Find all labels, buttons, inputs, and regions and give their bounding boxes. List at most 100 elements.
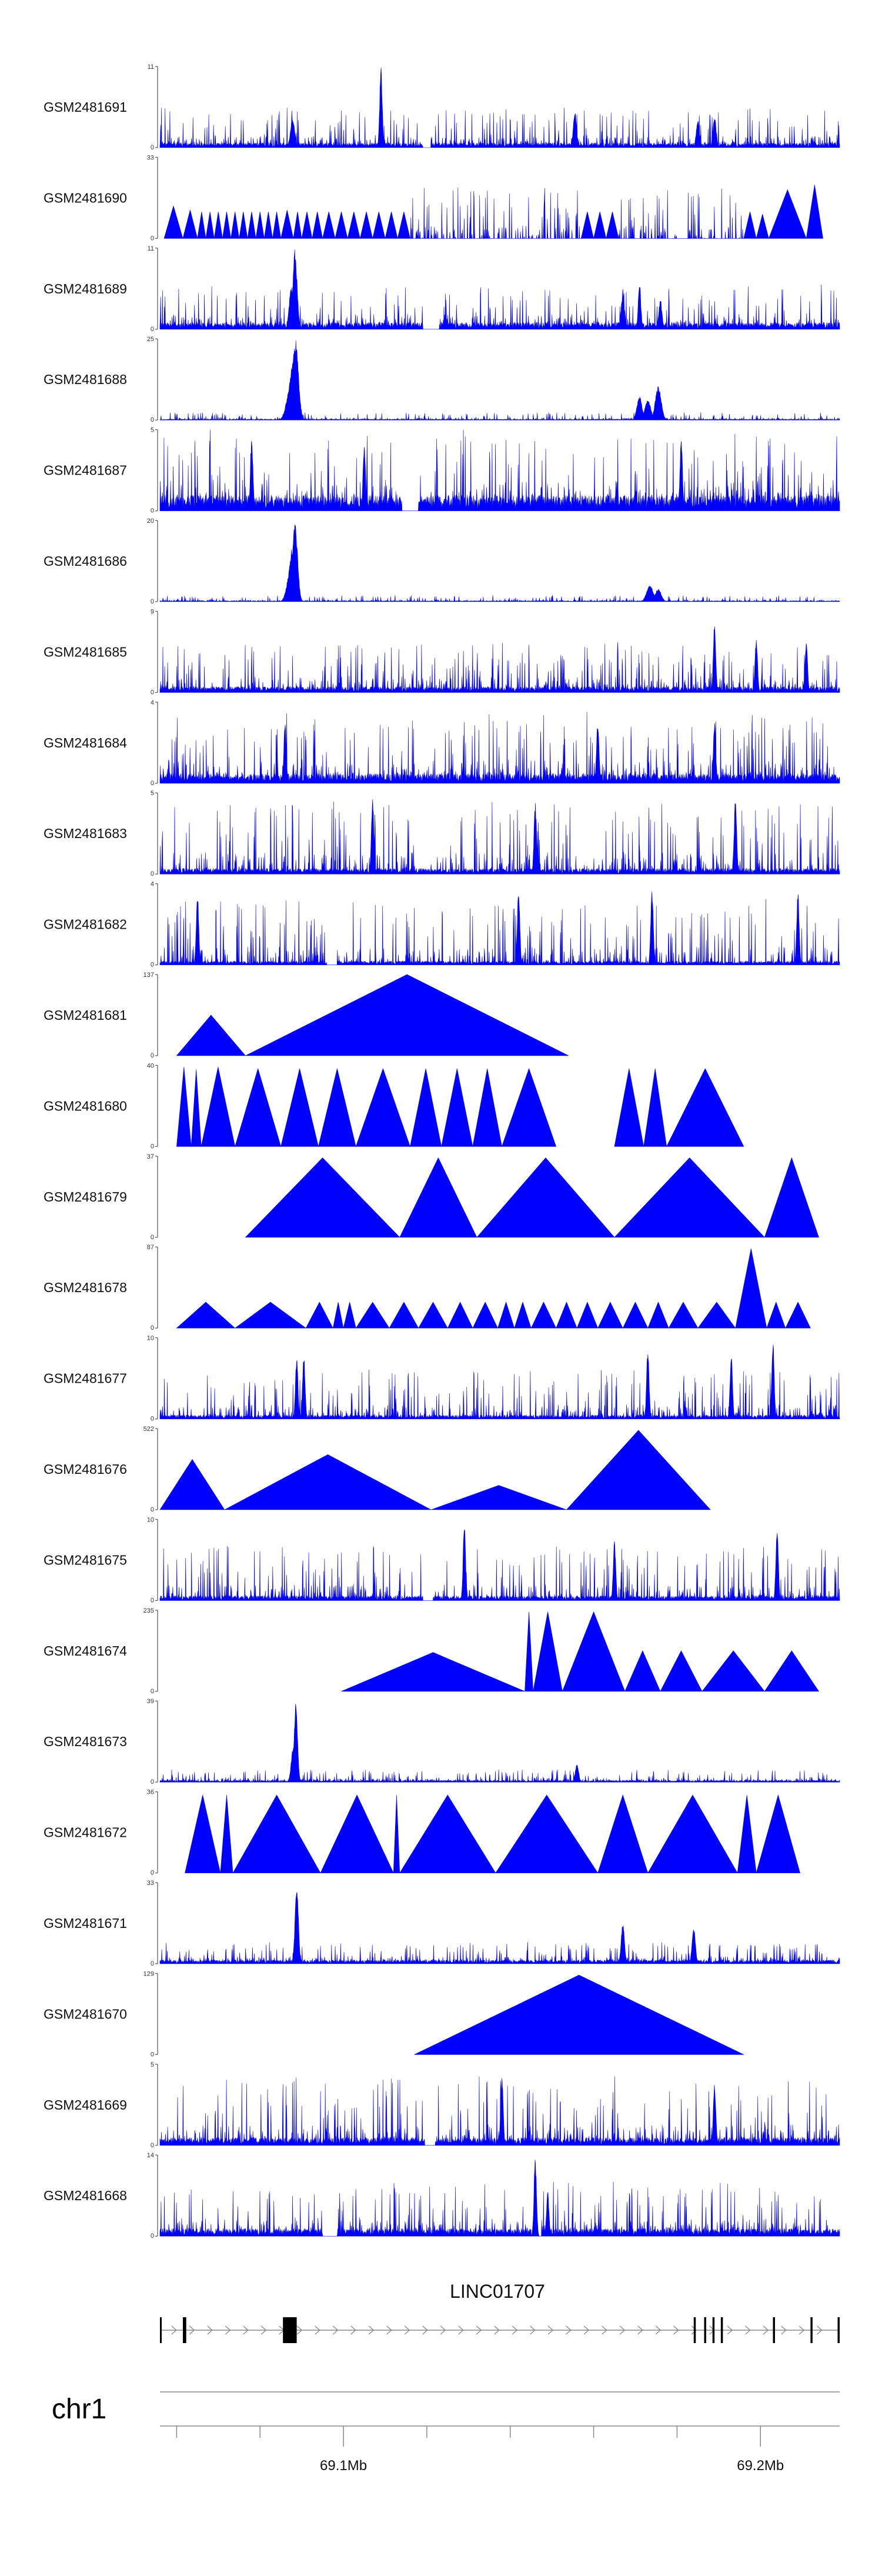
strand-arrow [512,2325,518,2335]
signal-triangle [272,211,282,239]
y-min-label: 0 [151,326,154,333]
track-GSM2481682: GSM2481682 4 0 [44,881,840,969]
track-label: GSM2481678 [44,1280,127,1295]
signal-area [159,249,840,330]
strand-arrow [583,2325,590,2335]
signal-triangle [764,1650,820,1692]
signal-triangle [597,1794,649,1873]
strand-arrow [476,2325,482,2335]
y-min-label: 0 [151,1052,154,1059]
signal-tracks: GSM2481691110GSM2481690330GSM2481689110G… [44,64,840,2240]
track-GSM2481680: GSM2481680 40 0 [44,1062,744,1150]
strand-arrow [260,2325,267,2335]
track-label: GSM2481691 [44,99,127,115]
signal-triangle [533,1611,563,1692]
track-label: GSM2481669 [44,2097,127,2113]
strand-arrow [189,2325,195,2335]
signal-triangle [647,1302,669,1329]
y-min-label: 0 [151,2051,154,2058]
signal-triangle [385,211,398,239]
y-min-label: 0 [151,962,154,969]
signal-triangle [191,1069,202,1147]
signal-area [159,429,840,511]
track-GSM2481673: GSM2481673 39 0 [44,1698,840,1786]
signal-triangle [397,211,410,239]
track-label: GSM2481670 [44,2006,127,2021]
signal-triangle [318,1068,356,1147]
exon [773,2317,775,2343]
genome-axis: 69.1Mb 69.2Mb [160,2391,840,2474]
signal-area [159,712,840,784]
track-label: GSM2481684 [44,735,127,750]
track-label: GSM2481676 [44,1461,127,1477]
signal-triangle [234,1302,307,1329]
y-min-label: 0 [151,1143,154,1150]
y-min-label: 0 [151,1324,154,1332]
y-max-label: 33 [147,1880,154,1887]
signal-triangle [514,1302,532,1329]
signal-triangle [224,1454,432,1510]
signal-area [159,67,840,148]
y-min-label: 0 [151,780,154,787]
signal-triangle [163,205,183,239]
signal-triangle [660,1650,703,1692]
signal-triangle [580,211,594,239]
strand-arrow [763,2325,769,2335]
strand-arrow [225,2325,231,2335]
gene-model [160,2317,840,2343]
y-max-label: 36 [147,1789,154,1796]
signal-area [159,340,840,421]
y-max-label: 522 [143,1426,154,1433]
strand-arrow [350,2325,356,2335]
signal-triangle [614,1157,765,1238]
signal-triangle [806,185,823,239]
strand-arrow [566,2325,572,2335]
signal-area [410,187,582,239]
signal-triangle [341,1652,525,1692]
signal-triangle [530,1302,557,1329]
signal-triangle [232,1794,321,1873]
strand-arrow [296,2325,303,2335]
chromosome-label: chr1 [52,2394,106,2425]
signal-triangle [393,1795,400,1873]
track-GSM2481686: GSM2481686 20 0 [44,518,840,605]
strand-arrow [637,2325,643,2335]
axis-tick-label: 69.1Mb [320,2458,367,2474]
signal-triangle [447,1302,473,1329]
signal-triangle [220,1795,233,1873]
signal-triangle [176,1067,192,1147]
y-max-label: 5 [151,790,154,797]
axis-tick-label: 69.2Mb [737,2458,784,2474]
y-min-label: 0 [151,1688,154,1695]
signal-triangle [785,1302,811,1329]
y-min-label: 0 [151,870,154,877]
strand-arrow [781,2325,787,2335]
signal-triangle [643,1068,667,1147]
signal-triangle [756,213,769,239]
y-max-label: 40 [147,1062,154,1069]
y-max-label: 11 [148,64,154,71]
track-GSM2481669: GSM2481669 5 0 [44,2061,840,2149]
signal-area [159,1529,840,1601]
track-label: GSM2481682 [44,917,127,932]
gene-track: LINC01707 [160,2281,840,2343]
signal-triangle [766,1302,786,1329]
y-max-label: 87 [147,1244,154,1251]
y-min-label: 0 [151,2233,154,2240]
track-GSM2481668: GSM2481668 14 0 [44,2152,840,2240]
signal-area [159,525,840,602]
y-max-label: 10 [147,1516,154,1523]
track-label: GSM2481672 [44,1825,127,1840]
signal-triangle [355,1302,390,1329]
y-min-label: 0 [151,1416,154,1423]
track-GSM2481691: GSM2481691 11 0 [44,64,840,151]
signal-triangle [280,210,294,239]
signal-triangle [239,211,248,239]
y-min-label: 0 [151,508,154,515]
y-max-label: 33 [147,154,154,161]
track-label: GSM2481674 [44,1643,127,1659]
signal-triangle [495,1794,599,1873]
signal-triangle [360,211,373,239]
track-label: GSM2481677 [44,1371,127,1386]
track-GSM2481674: GSM2481674 235 0 [44,1607,820,1695]
